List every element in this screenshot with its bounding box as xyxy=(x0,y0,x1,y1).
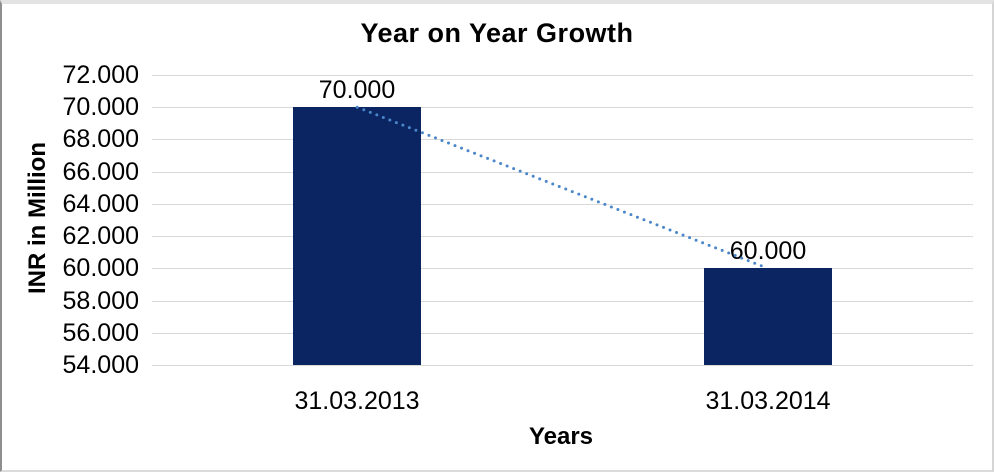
data-label: 70.000 xyxy=(318,76,396,104)
y-tick-label: 66.000 xyxy=(62,158,139,186)
x-category-label: 31.03.2013 xyxy=(294,387,420,415)
x-category-label: 31.03.2014 xyxy=(705,387,831,415)
gridline xyxy=(152,301,973,302)
gridline xyxy=(152,172,973,173)
y-tick-label: 72.000 xyxy=(62,61,139,89)
y-tick-label: 54.000 xyxy=(62,351,139,379)
chart-title: Year on Year Growth xyxy=(360,18,634,48)
x-axis-title: Years xyxy=(528,423,594,450)
gridline xyxy=(152,333,973,334)
bar-31.03.2013[interactable] xyxy=(293,107,421,365)
gridline xyxy=(152,365,973,366)
gridline xyxy=(152,75,973,76)
y-tick-label: 56.000 xyxy=(62,319,139,347)
gridline xyxy=(152,204,973,205)
y-tick-label: 62.000 xyxy=(62,222,139,250)
data-label: 60.000 xyxy=(729,237,807,265)
y-tick-label: 58.000 xyxy=(62,287,139,315)
gridline xyxy=(152,107,973,108)
gridline xyxy=(152,236,973,237)
y-tick-label: 70.000 xyxy=(62,93,139,121)
gridline xyxy=(152,268,973,269)
y-tick-label: 60.000 xyxy=(62,254,139,282)
bar-31.03.2014[interactable] xyxy=(704,268,832,365)
y-tick-label: 68.000 xyxy=(62,125,139,153)
y-tick-label: 64.000 xyxy=(62,190,139,218)
gridline xyxy=(152,139,973,140)
